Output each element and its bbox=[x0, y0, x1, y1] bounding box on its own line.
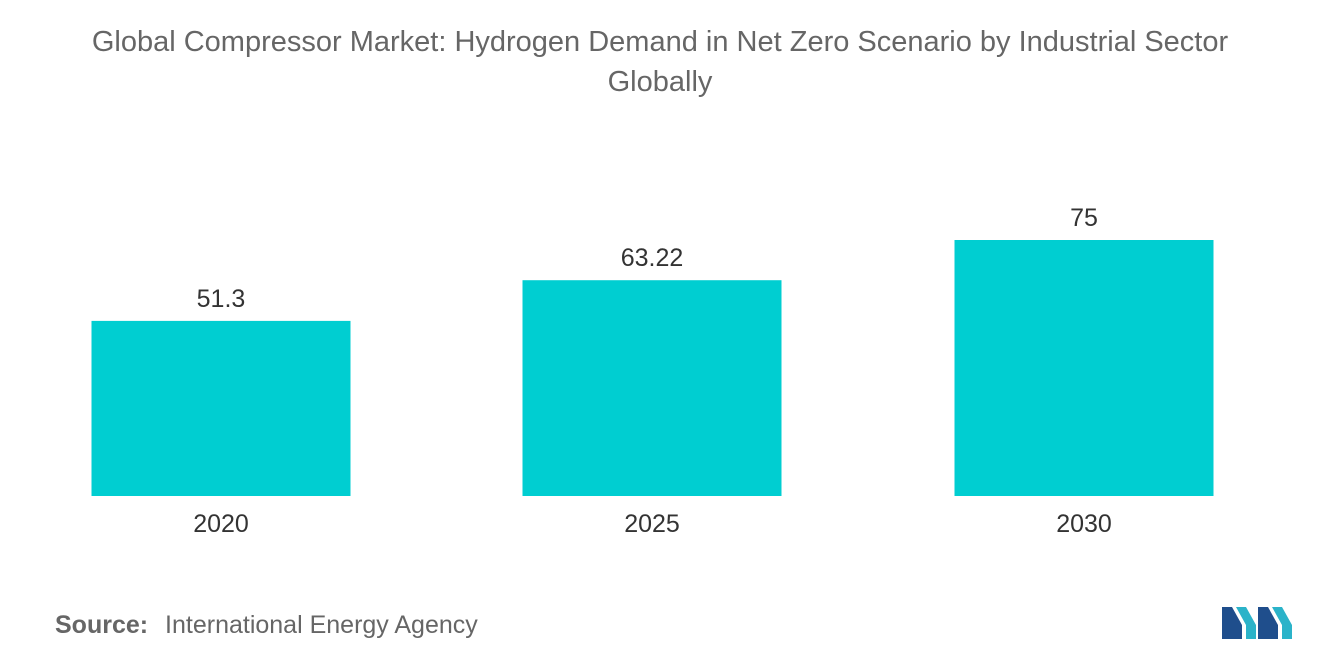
chart-subtitle: Globally bbox=[607, 66, 713, 98]
x-tick-label-2025: 2025 bbox=[624, 510, 680, 538]
data-label-2030: 75 bbox=[1070, 204, 1098, 232]
bar-2020 bbox=[91, 320, 351, 496]
x-tick-label-2020: 2020 bbox=[193, 510, 249, 538]
source-text: International Energy Agency bbox=[165, 611, 478, 639]
data-label-2025: 63.22 bbox=[621, 244, 684, 272]
data-label-2020: 51.3 bbox=[197, 285, 246, 313]
chart-title: Global Compressor Market: Hydrogen Deman… bbox=[0, 22, 1320, 102]
x-tick-label-2030: 2030 bbox=[1056, 510, 1112, 538]
source-label: Source: bbox=[55, 611, 149, 639]
bar-2025 bbox=[522, 280, 782, 496]
mordor-logo-icon bbox=[1222, 607, 1292, 639]
bar-2030 bbox=[954, 240, 1214, 496]
chart-title-main: Global Compressor Market: Hydrogen Deman… bbox=[91, 26, 1229, 58]
source-note: Source: International Energy Agency bbox=[55, 611, 478, 640]
